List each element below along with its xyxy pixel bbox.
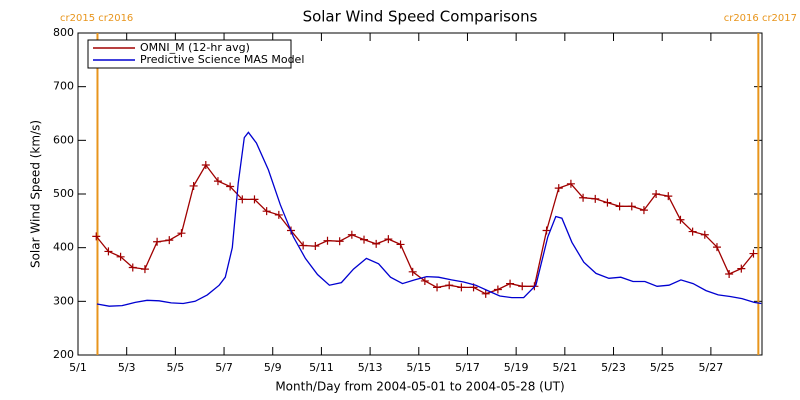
x-tick-label: 5/9 xyxy=(264,361,282,374)
point-marker xyxy=(652,190,661,198)
point-marker xyxy=(360,235,369,244)
y-tick-label: 800 xyxy=(53,26,74,39)
point-marker xyxy=(238,195,247,204)
point-marker xyxy=(700,230,709,239)
point-marker xyxy=(128,263,137,272)
annotation-label: cr2016 cr2017 xyxy=(724,13,797,24)
point-marker xyxy=(153,237,162,246)
point-marker xyxy=(420,276,429,285)
point-marker xyxy=(664,192,673,201)
point-marker xyxy=(396,240,405,249)
x-tick-label: 5/17 xyxy=(455,361,480,374)
x-tick-label: 5/11 xyxy=(309,361,334,374)
point-marker xyxy=(213,177,222,186)
point-marker xyxy=(688,227,697,236)
y-tick-label: 200 xyxy=(53,348,74,361)
x-tick-label: 5/7 xyxy=(215,361,233,374)
point-marker xyxy=(311,242,320,251)
chart-title: Solar Wind Speed Comparisons xyxy=(303,8,538,26)
legend-label: OMNI_M (12-hr avg) xyxy=(140,41,250,54)
point-marker xyxy=(639,206,648,215)
point-marker xyxy=(542,226,551,235)
point-marker xyxy=(676,215,685,224)
point-marker xyxy=(737,264,746,273)
point-marker xyxy=(603,198,612,207)
point-marker xyxy=(457,283,466,292)
point-marker xyxy=(116,252,125,261)
point-marker xyxy=(615,202,624,211)
point-marker xyxy=(481,289,490,298)
point-marker xyxy=(566,179,575,188)
point-marker xyxy=(725,269,734,278)
point-marker xyxy=(92,232,101,241)
point-marker xyxy=(299,241,308,250)
x-tick-label: 5/15 xyxy=(406,361,431,374)
y-tick-label: 700 xyxy=(53,80,74,93)
x-tick-label: 5/25 xyxy=(650,361,675,374)
point-marker xyxy=(749,249,758,258)
point-marker xyxy=(262,207,271,216)
point-marker xyxy=(177,229,186,238)
x-tick-label: 5/27 xyxy=(699,361,724,374)
point-marker xyxy=(433,283,442,292)
point-marker xyxy=(408,267,417,276)
point-marker xyxy=(506,279,515,288)
point-marker xyxy=(201,161,210,170)
y-tick-label: 500 xyxy=(53,187,74,200)
point-marker xyxy=(335,237,344,246)
y-tick-label: 600 xyxy=(53,133,74,146)
point-marker xyxy=(627,202,636,211)
legend-label: Predictive Science MAS Model xyxy=(140,53,304,66)
point-marker xyxy=(579,193,588,202)
annotation-label: cr2015 cr2016 xyxy=(60,13,133,24)
legend-box xyxy=(87,39,292,69)
x-tick-label: 5/19 xyxy=(504,361,529,374)
y-tick-label: 300 xyxy=(53,294,74,307)
point-marker xyxy=(347,230,356,239)
y-axis-title: Solar Wind Speed (km/s) xyxy=(29,120,43,268)
point-marker xyxy=(274,210,283,219)
point-marker xyxy=(250,195,259,204)
point-marker xyxy=(518,282,527,291)
series-line xyxy=(96,131,762,307)
x-tick-label: 5/23 xyxy=(601,361,626,374)
y-tick-label: 400 xyxy=(53,241,74,254)
point-marker xyxy=(165,236,174,245)
point-marker xyxy=(591,194,600,203)
point-marker xyxy=(445,281,454,290)
x-tick-label: 5/21 xyxy=(552,361,577,374)
point-marker xyxy=(323,236,332,245)
point-marker xyxy=(372,239,381,248)
point-marker xyxy=(189,181,198,190)
point-marker xyxy=(712,243,721,252)
point-marker xyxy=(140,265,149,274)
x-tick-label: 5/13 xyxy=(358,361,383,374)
point-marker xyxy=(226,182,235,191)
point-marker xyxy=(493,285,502,294)
x-tick-label: 5/5 xyxy=(167,361,185,374)
point-marker xyxy=(104,247,113,256)
x-axis-title: Month/Day from 2004-05-01 to 2004-05-28 … xyxy=(275,380,564,394)
point-marker xyxy=(554,184,563,193)
x-tick-label: 5/1 xyxy=(69,361,87,374)
x-tick-label: 5/3 xyxy=(118,361,136,374)
point-marker xyxy=(384,235,393,244)
